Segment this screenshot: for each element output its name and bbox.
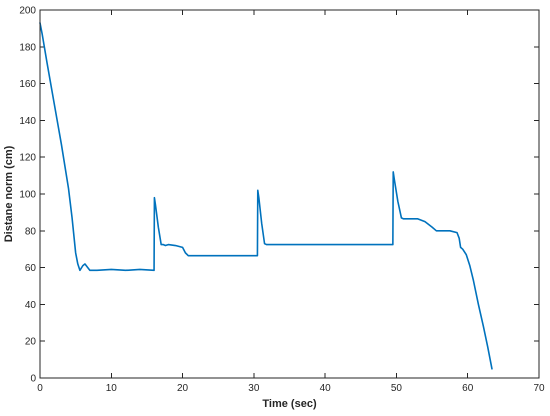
x-tick-label: 30 — [248, 383, 260, 394]
axes-box — [39, 9, 540, 379]
x-tick-label: 50 — [391, 383, 403, 394]
plot-area — [40, 10, 539, 378]
y-tick-label: 80 — [25, 226, 37, 237]
y-axis-label: Distane norm (cm) — [3, 145, 15, 242]
y-tick-label: 160 — [19, 79, 36, 90]
x-tick-label: 0 — [37, 383, 43, 394]
x-tick-label: 60 — [462, 383, 474, 394]
y-tick-label: 60 — [25, 263, 37, 274]
series-group — [39, 22, 493, 370]
y-tick-label: 100 — [19, 190, 36, 201]
x-tick-label: 40 — [320, 383, 332, 394]
series-line — [39, 22, 493, 370]
x-tick-label: 10 — [106, 383, 118, 394]
y-tick-label: 180 — [19, 42, 36, 53]
x-axis-label: Time (sec) — [262, 398, 317, 410]
y-tick-label: 40 — [25, 300, 37, 311]
y-tick-label: 140 — [19, 116, 36, 127]
y-tick-label: 0 — [30, 374, 36, 385]
y-tick-label: 20 — [25, 337, 37, 348]
x-tick-label: 70 — [533, 383, 545, 394]
x-tick-label: 20 — [177, 383, 189, 394]
x-axis-ticks: 0 10 20 30 40 50 60 70 — [37, 10, 545, 394]
y-axis-ticks: 0 20 40 60 80 100 120 140 160 180 200 — [19, 6, 539, 385]
y-tick-label: 120 — [19, 153, 36, 164]
y-tick-label: 200 — [19, 6, 36, 17]
